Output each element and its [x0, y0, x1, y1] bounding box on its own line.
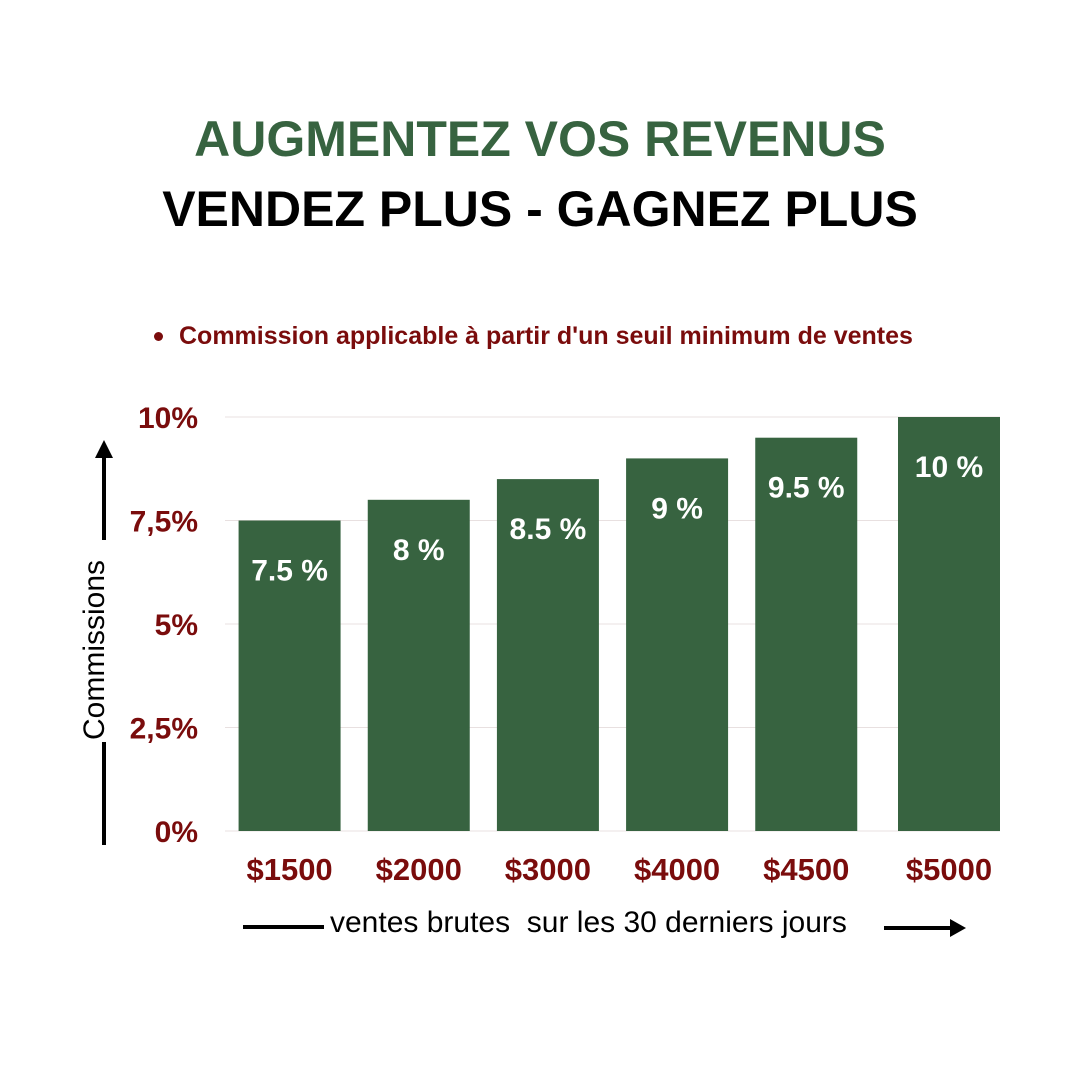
y-axis-title: Commissions	[78, 559, 111, 740]
x-tick-label: $3000	[505, 852, 591, 887]
bar	[496, 479, 599, 831]
y-tick-label: 10%	[138, 402, 198, 435]
x-axis-title: ventes brutes sur les 30 derniers jours	[330, 906, 847, 939]
x-tick-label: $5000	[906, 852, 992, 887]
chart-subtitle: VENDEZ PLUS - GAGNEZ PLUS	[162, 181, 918, 237]
bar	[898, 417, 1000, 831]
data-label: 9.5 %	[768, 472, 845, 505]
x-tick-label: $2000	[376, 852, 462, 887]
y-tick-label: 0%	[155, 816, 198, 849]
bar	[238, 520, 341, 831]
bar	[626, 458, 729, 831]
bar	[367, 499, 470, 831]
x-tick-label: $4500	[763, 852, 849, 887]
y-tick-label: 2,5%	[130, 713, 198, 746]
x-tick-label: $1500	[246, 852, 332, 887]
x-axis-arrow	[243, 919, 966, 937]
commission-note: Commission applicable à partir d'un seui…	[150, 322, 1050, 351]
x-tick-labels: $1500 $2000 $3000 $4000 $4500 $5000	[246, 852, 992, 887]
y-tick-label: 5%	[155, 609, 198, 642]
gridlines	[225, 416, 1000, 832]
chart-title: AUGMENTEZ VOS REVENUS	[194, 111, 886, 167]
data-label: 8 %	[393, 534, 445, 567]
data-label: 8.5 %	[510, 513, 587, 546]
data-label: 9 %	[651, 492, 703, 525]
data-labels: 7.5 % 8 % 8.5 % 9 % 9.5 % 10 %	[251, 451, 983, 588]
y-tick-labels: 0% 2,5% 5% 7,5% 10%	[130, 402, 198, 849]
commission-note-text: Commission applicable à partir d'un seui…	[179, 322, 913, 350]
bars	[238, 417, 1000, 831]
x-tick-label: $4000	[634, 852, 720, 887]
y-tick-label: 7,5%	[130, 506, 198, 539]
data-label: 10 %	[915, 451, 983, 484]
data-label: 7.5 %	[251, 555, 328, 588]
bar	[755, 437, 858, 831]
y-axis-arrow	[95, 440, 113, 845]
bullet-icon	[154, 332, 163, 341]
